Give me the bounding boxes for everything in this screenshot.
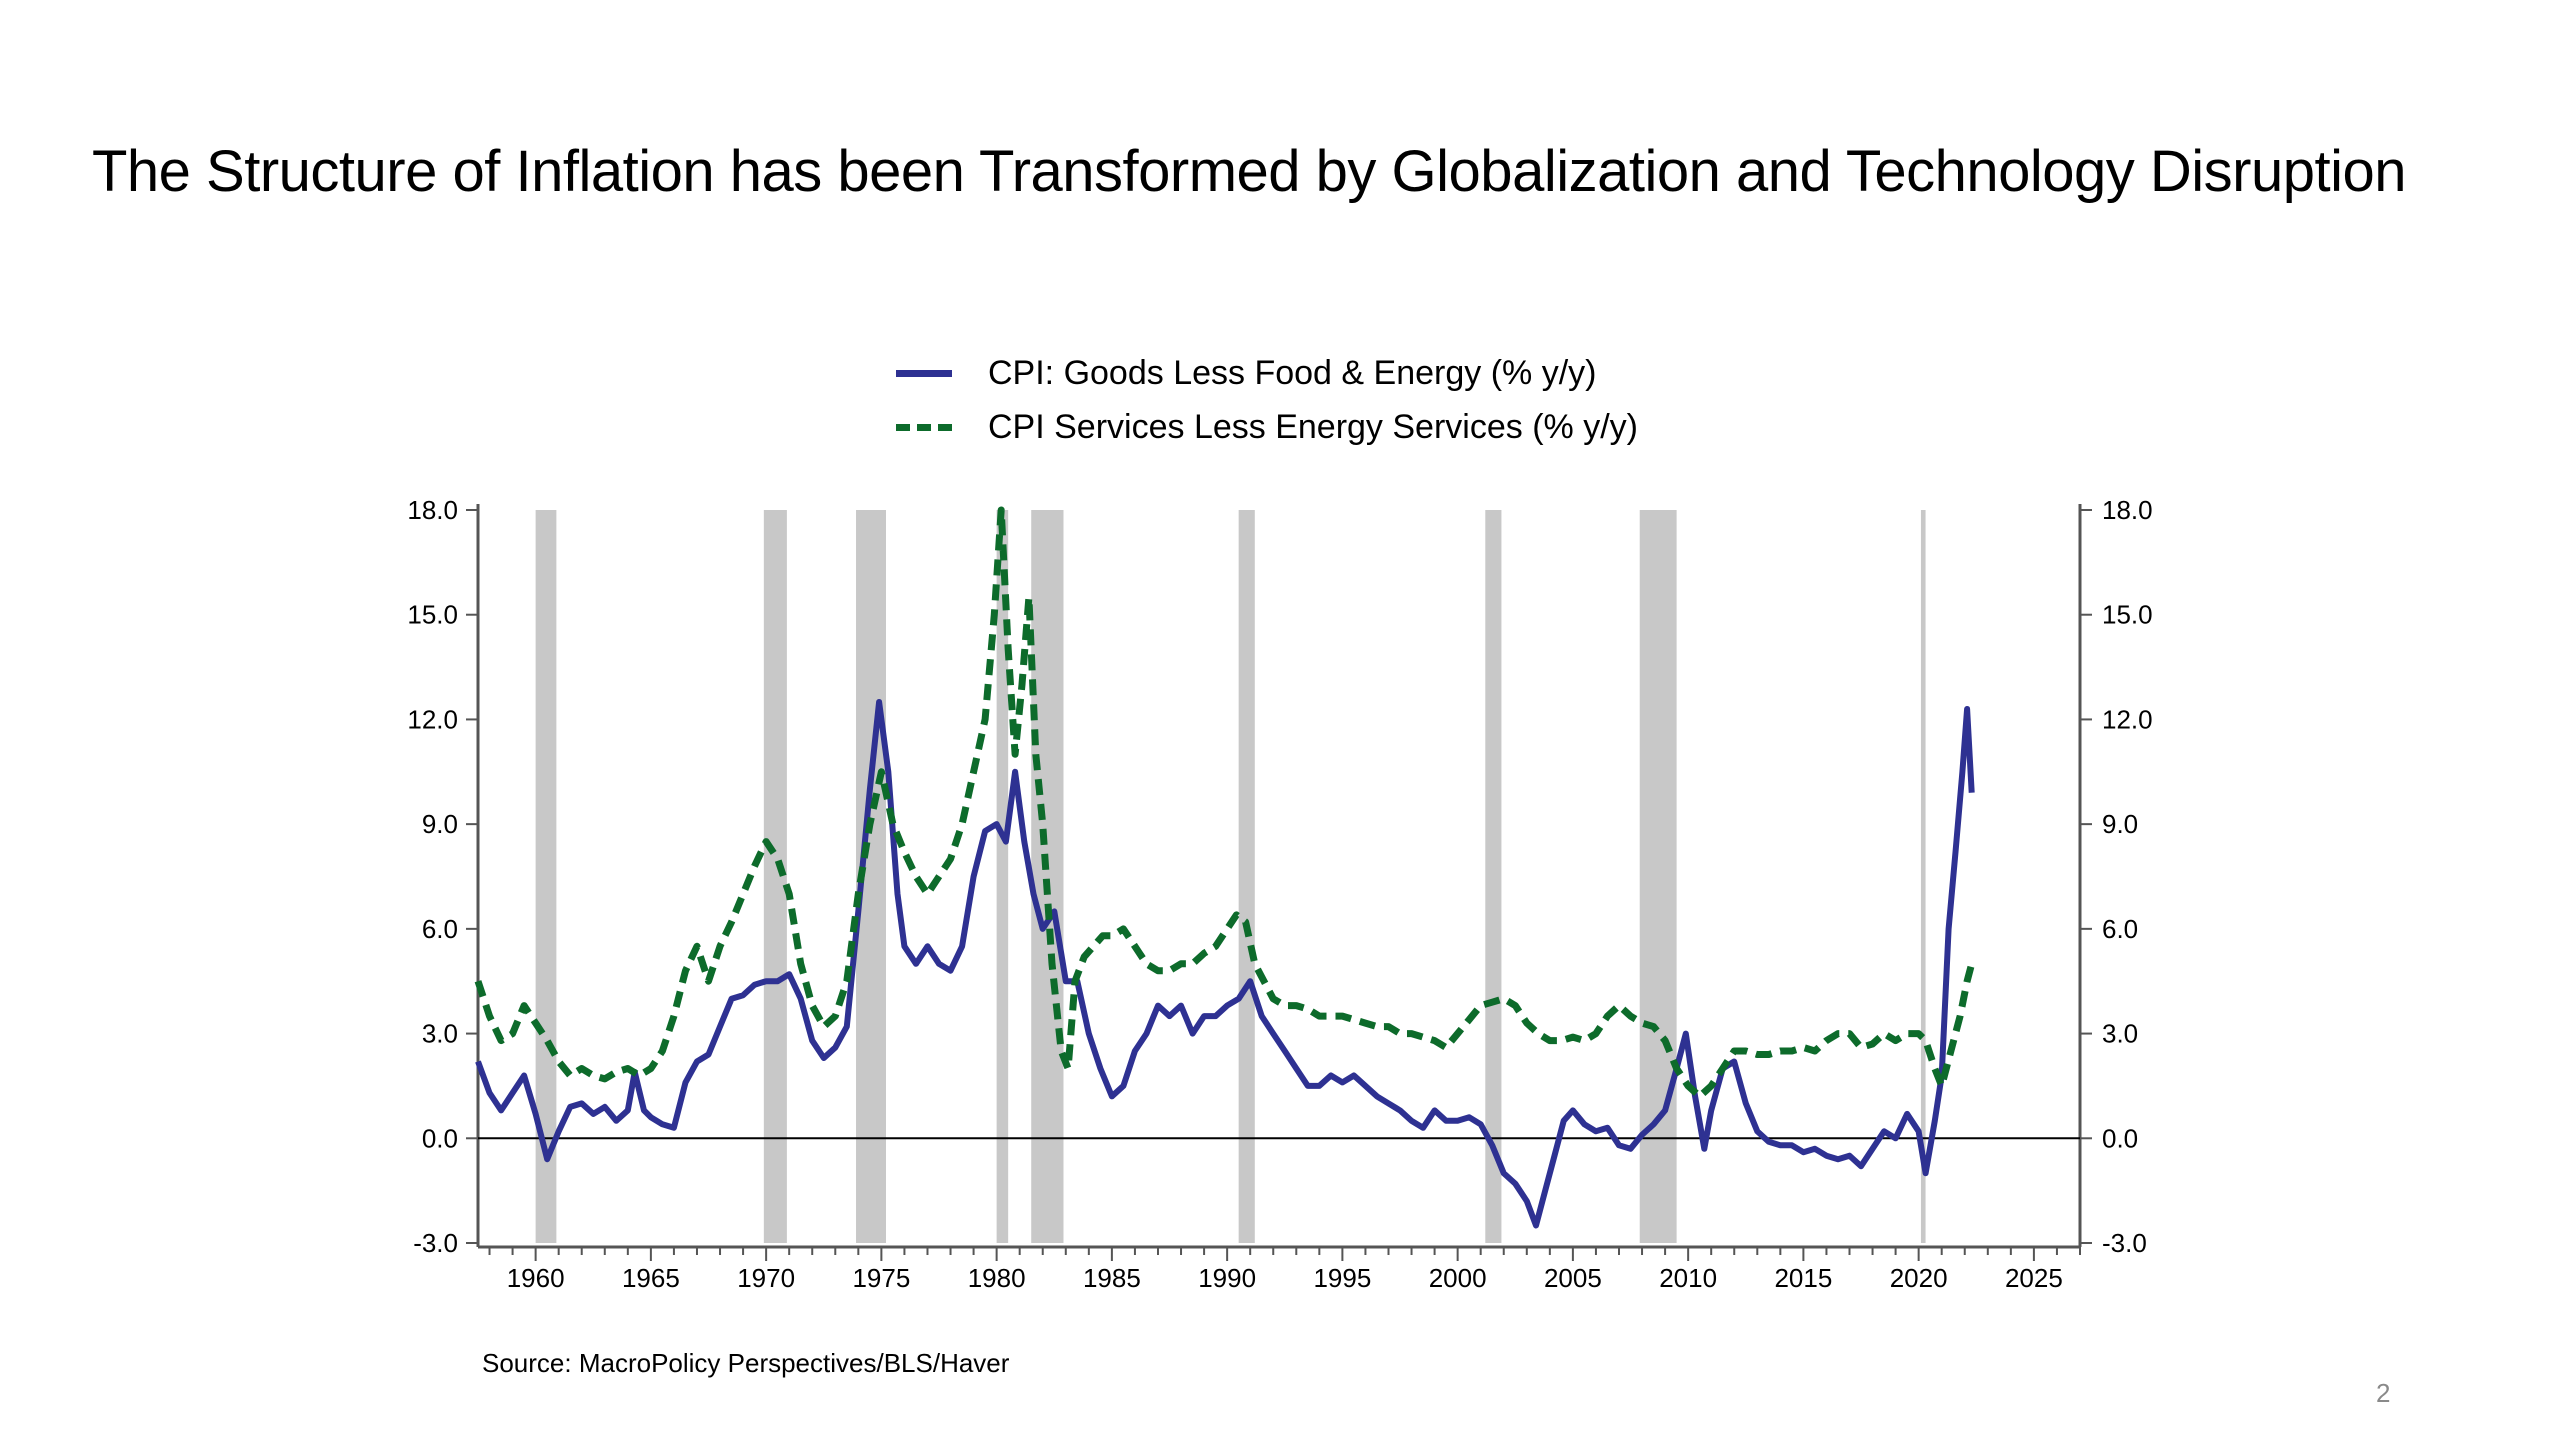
y-tick-label-left: 0.0 xyxy=(422,1123,458,1153)
y-tick-label-left: 15.0 xyxy=(407,600,458,630)
x-tick-label: 1980 xyxy=(968,1263,1026,1293)
x-tick-label: 1995 xyxy=(1313,1263,1371,1293)
y-tick-label-right: 0.0 xyxy=(2102,1123,2138,1153)
legend-label-goods: CPI: Goods Less Food & Energy (% y/y) xyxy=(988,353,1597,392)
y-tick-label-left: 18.0 xyxy=(407,495,458,525)
legend-swatch-goods xyxy=(896,369,952,377)
y-tick-label-left: 3.0 xyxy=(422,1019,458,1049)
series-line-goods xyxy=(475,699,1975,1229)
x-tick-label: 1985 xyxy=(1083,1263,1141,1293)
recession-band-3 xyxy=(996,510,1009,1243)
y-tick-label-right: 6.0 xyxy=(2102,914,2138,944)
legend-swatch-services xyxy=(896,423,952,431)
recession-band-6 xyxy=(1485,510,1502,1243)
y-tick-label-right: 3.0 xyxy=(2102,1019,2138,1049)
legend-item-services: CPI Services Less Energy Services (% y/y… xyxy=(896,400,1638,454)
y-tick-label-left: 6.0 xyxy=(422,914,458,944)
recession-band-8 xyxy=(1920,510,1926,1243)
x-tick-label: 1960 xyxy=(507,1263,565,1293)
page-number: 2 xyxy=(2376,1378,2391,1408)
x-tick-label: 2010 xyxy=(1659,1263,1717,1293)
x-tick-label: 1970 xyxy=(737,1263,795,1293)
y-tick-label-right: 12.0 xyxy=(2102,704,2153,734)
series-line-services xyxy=(474,506,1976,1100)
x-tick-label: 2025 xyxy=(2005,1263,2063,1293)
source-note: Source: MacroPolicy Perspectives/BLS/Hav… xyxy=(482,1348,1010,1378)
y-tick-label-right: 9.0 xyxy=(2102,809,2138,839)
y-tick-label-left: 12.0 xyxy=(407,704,458,734)
x-tick-label: 2020 xyxy=(1890,1263,1948,1293)
x-tick-label: 2000 xyxy=(1429,1263,1487,1293)
y-tick-label-left: 9.0 xyxy=(422,809,458,839)
legend-item-goods: CPI: Goods Less Food & Energy (% y/y) xyxy=(896,346,1638,400)
recession-band-1 xyxy=(763,510,787,1243)
recession-band-0 xyxy=(535,510,557,1243)
y-tick-label-left: -3.0 xyxy=(413,1228,458,1258)
x-tick-label: 1965 xyxy=(622,1263,680,1293)
legend-label-services: CPI Services Less Energy Services (% y/y… xyxy=(988,407,1638,446)
y-tick-label-right: -3.0 xyxy=(2102,1228,2147,1258)
chart-legend: CPI: Goods Less Food & Energy (% y/y) CP… xyxy=(896,346,1638,454)
x-tick-label: 1990 xyxy=(1198,1263,1256,1293)
slide-title: The Structure of Inflation has been Tran… xyxy=(92,139,2406,204)
x-tick-label: 1975 xyxy=(852,1263,910,1293)
recession-band-5 xyxy=(1238,510,1255,1243)
y-tick-label-right: 18.0 xyxy=(2102,495,2153,525)
x-tick-label: 2015 xyxy=(1774,1263,1832,1293)
recession-band-4 xyxy=(1031,510,1064,1243)
x-tick-label: 2005 xyxy=(1544,1263,1602,1293)
y-tick-label-right: 15.0 xyxy=(2102,600,2153,630)
